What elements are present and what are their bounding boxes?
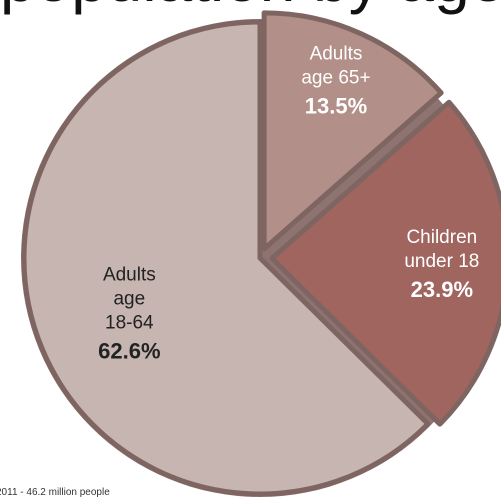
slice-label-1: Children under 18 <box>404 227 479 272</box>
chart-title: population by age <box>0 0 501 16</box>
pie-slice-2 <box>21 19 431 497</box>
footnote: 2011 - 46.2 million people <box>0 487 110 498</box>
slice-value-label-2: 62.6% <box>98 339 160 364</box>
pie-slice-0 <box>261 10 444 252</box>
pie-slice-1 <box>269 99 501 427</box>
slice-value-label-0: 13.5% <box>305 94 367 119</box>
slice-label-2: Adults age 18-64 <box>103 265 156 334</box>
slice-value-label-1: 23.9% <box>411 277 473 302</box>
slice-label-0: Adults age 65+ <box>301 44 370 89</box>
